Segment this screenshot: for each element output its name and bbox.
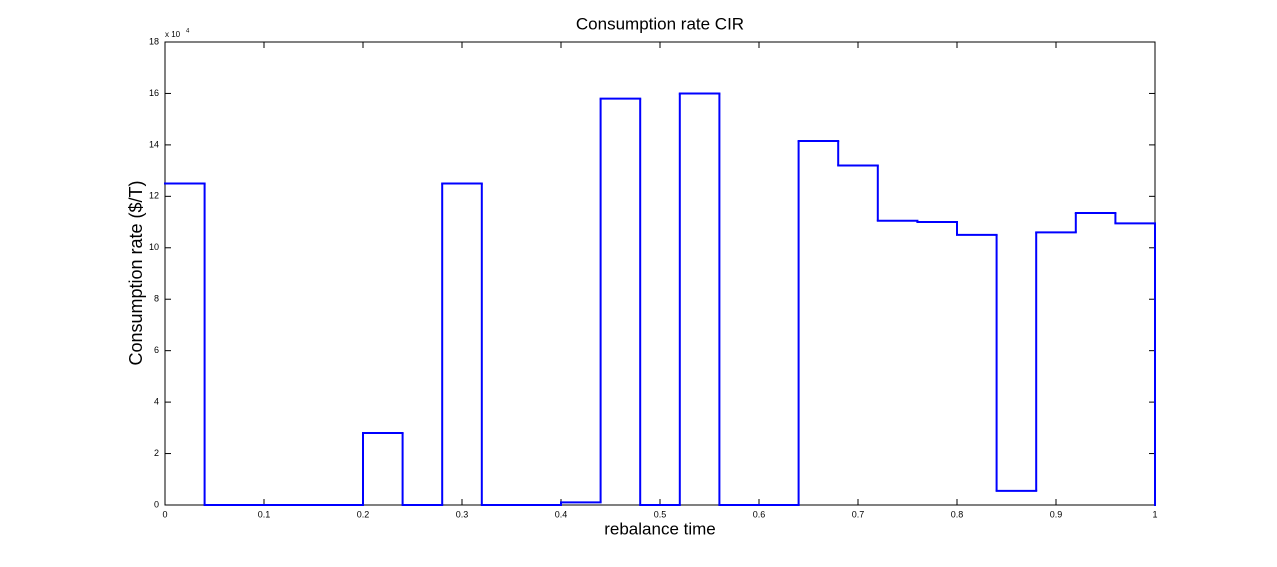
x-tick-label: 1 bbox=[1152, 509, 1157, 519]
x-tick-label: 0 bbox=[162, 509, 167, 519]
x-tick-label: 0.3 bbox=[456, 509, 469, 519]
y-multiplier-base: x 10 bbox=[165, 30, 181, 39]
y-tick-label: 14 bbox=[149, 139, 159, 149]
x-axis-label: rebalance time bbox=[604, 519, 716, 538]
y-axis-label: Consumption rate ($/T) bbox=[126, 180, 146, 365]
x-tick-label: 0.7 bbox=[852, 509, 865, 519]
x-tick-label: 0.4 bbox=[555, 509, 568, 519]
y-tick-label: 4 bbox=[154, 396, 159, 406]
x-tick-label: 0.1 bbox=[258, 509, 271, 519]
y-tick-label: 8 bbox=[154, 294, 159, 304]
x-tick-label: 0.9 bbox=[1050, 509, 1063, 519]
x-tick-label: 0.5 bbox=[654, 509, 667, 519]
step-riser bbox=[203, 93, 1156, 505]
chart-title: Consumption rate CIR bbox=[576, 14, 744, 33]
x-tick-label: 0.6 bbox=[753, 509, 766, 519]
y-tick-label: 18 bbox=[149, 36, 159, 46]
y-tick-label: 6 bbox=[154, 345, 159, 355]
x-tick-label: 0.8 bbox=[951, 509, 964, 519]
y-tick-label: 16 bbox=[149, 88, 159, 98]
y-tick-label: 0 bbox=[154, 499, 159, 509]
y-tick-label: 12 bbox=[149, 191, 159, 201]
y-tick-label: 2 bbox=[154, 448, 159, 458]
y-tick-label: 10 bbox=[149, 242, 159, 252]
x-tick-label: 0.2 bbox=[357, 509, 370, 519]
y-multiplier-exponent: 4 bbox=[186, 29, 190, 35]
plot-area bbox=[164, 41, 1156, 506]
